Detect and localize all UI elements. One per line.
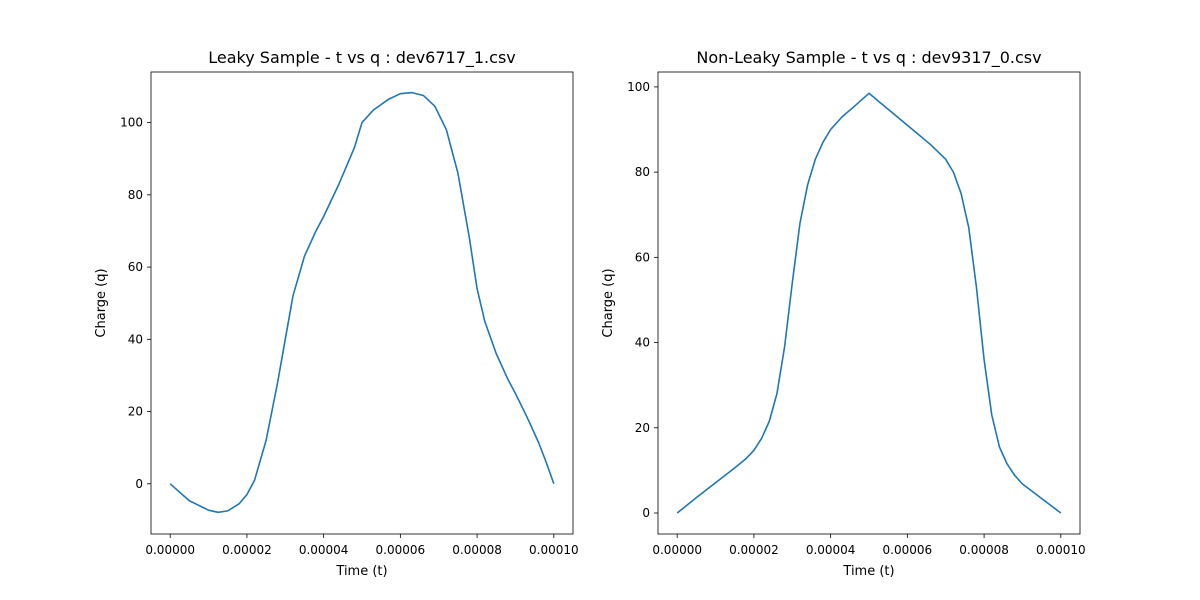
chart-title: Non-Leaky Sample - t vs q : dev9317_0.cs… — [696, 48, 1041, 68]
y-axis-label: Charge (q) — [601, 268, 616, 337]
y-tick-label: 20 — [635, 421, 650, 435]
x-tick-label: 0.00002 — [729, 543, 779, 557]
x-tick-label: 0.00010 — [529, 543, 579, 557]
x-tick-label: 0.00002 — [222, 543, 272, 557]
y-tick-label: 100 — [627, 80, 650, 94]
x-axis-label: Time (t) — [842, 564, 894, 579]
x-tick-label: 0.00008 — [959, 543, 1009, 557]
y-tick-label: 0 — [642, 506, 650, 520]
series-line — [676, 92, 1062, 514]
x-tick-label: 0.00006 — [883, 543, 933, 557]
x-axis-label: Time (t) — [335, 564, 387, 579]
x-tick-label: 0.00000 — [652, 543, 702, 557]
x-tick-label: 0.00006 — [376, 543, 426, 557]
y-axis-label: Charge (q) — [94, 268, 109, 337]
leaky-sample-chart: Leaky Sample - t vs q : dev6717_1.csv 0.0… — [94, 48, 579, 579]
non-leaky-sample-chart: Non-Leaky Sample - t vs q : dev9317_0.cs… — [601, 48, 1086, 579]
y-tick-label: 80 — [128, 188, 143, 202]
x-tick-label: 0.00008 — [452, 543, 502, 557]
y-tick-label: 0 — [135, 477, 143, 491]
y-tick-label: 20 — [128, 405, 143, 419]
y-tick-label: 60 — [635, 250, 650, 264]
y-tick-label: 80 — [635, 165, 650, 179]
plot-frame — [150, 71, 574, 535]
x-tick-label: 0.00004 — [299, 543, 349, 557]
series-line — [169, 91, 555, 514]
y-tick-label: 100 — [120, 116, 143, 130]
y-tick-label: 40 — [128, 332, 143, 346]
chart-title: Leaky Sample - t vs q : dev6717_1.csv — [208, 48, 516, 68]
y-tick-label: 60 — [128, 260, 143, 274]
x-tick-label: 0.00010 — [1036, 543, 1086, 557]
x-tick-label: 0.00004 — [806, 543, 856, 557]
y-tick-label: 40 — [635, 336, 650, 350]
x-tick-label: 0.00000 — [145, 543, 195, 557]
plot-frame — [657, 71, 1081, 535]
